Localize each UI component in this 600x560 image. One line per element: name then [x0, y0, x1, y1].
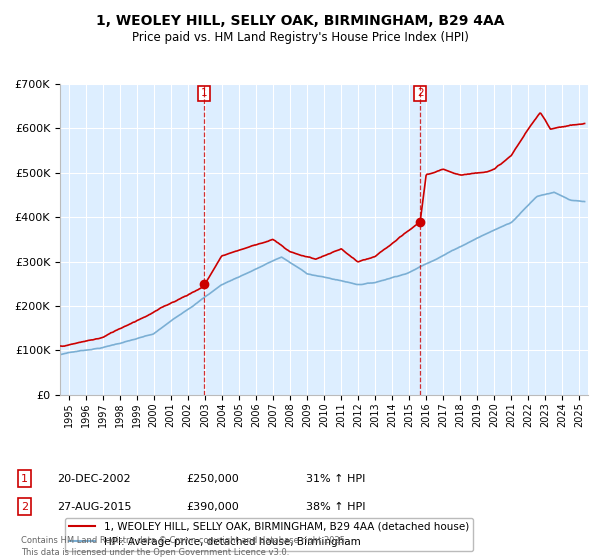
Text: Price paid vs. HM Land Registry's House Price Index (HPI): Price paid vs. HM Land Registry's House … [131, 31, 469, 44]
Text: 1: 1 [201, 88, 208, 99]
Text: £390,000: £390,000 [186, 502, 239, 512]
Text: 1, WEOLEY HILL, SELLY OAK, BIRMINGHAM, B29 4AA: 1, WEOLEY HILL, SELLY OAK, BIRMINGHAM, B… [96, 14, 504, 28]
Text: 20-DEC-2002: 20-DEC-2002 [57, 474, 131, 484]
Text: 31% ↑ HPI: 31% ↑ HPI [306, 474, 365, 484]
Text: 2: 2 [21, 502, 28, 512]
Text: 27-AUG-2015: 27-AUG-2015 [57, 502, 131, 512]
Text: 2: 2 [417, 88, 424, 99]
Text: £250,000: £250,000 [186, 474, 239, 484]
Text: 38% ↑ HPI: 38% ↑ HPI [306, 502, 365, 512]
Text: 1: 1 [21, 474, 28, 484]
Text: Contains HM Land Registry data © Crown copyright and database right 2025.
This d: Contains HM Land Registry data © Crown c… [21, 536, 347, 557]
Legend: 1, WEOLEY HILL, SELLY OAK, BIRMINGHAM, B29 4AA (detached house), HPI: Average pr: 1, WEOLEY HILL, SELLY OAK, BIRMINGHAM, B… [65, 517, 473, 551]
